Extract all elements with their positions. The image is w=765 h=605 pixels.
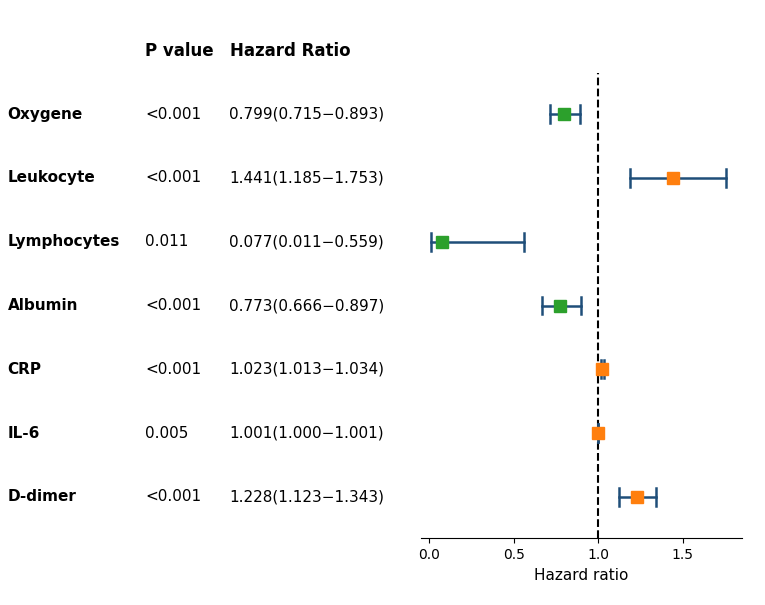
Text: Oxygene: Oxygene — [8, 106, 83, 122]
Text: Hazard Ratio: Hazard Ratio — [230, 42, 350, 60]
X-axis label: Hazard ratio: Hazard ratio — [534, 567, 629, 583]
Text: 1.023(1.013−1.034): 1.023(1.013−1.034) — [230, 362, 385, 377]
Text: 1.441(1.185−1.753): 1.441(1.185−1.753) — [230, 171, 384, 185]
Text: <0.001: <0.001 — [145, 362, 201, 377]
Text: 1.228(1.123−1.343): 1.228(1.123−1.343) — [230, 489, 385, 505]
Text: CRP: CRP — [8, 362, 41, 377]
Text: Albumin: Albumin — [8, 298, 78, 313]
Text: <0.001: <0.001 — [145, 298, 201, 313]
Text: <0.001: <0.001 — [145, 489, 201, 505]
Text: <0.001: <0.001 — [145, 171, 201, 185]
Text: 1.001(1.000−1.001): 1.001(1.000−1.001) — [230, 426, 384, 440]
Text: D-dimer: D-dimer — [8, 489, 77, 505]
Text: 0.005: 0.005 — [145, 426, 189, 440]
Text: IL-6: IL-6 — [8, 426, 40, 440]
Text: 0.077(0.011−0.559): 0.077(0.011−0.559) — [230, 234, 384, 249]
Text: P value: P value — [145, 42, 214, 60]
Text: Leukocyte: Leukocyte — [8, 171, 96, 185]
Text: 0.011: 0.011 — [145, 234, 189, 249]
Text: <0.001: <0.001 — [145, 106, 201, 122]
Text: 0.773(0.666−0.897): 0.773(0.666−0.897) — [230, 298, 385, 313]
Text: 0.799(0.715−0.893): 0.799(0.715−0.893) — [230, 106, 385, 122]
Text: Lymphocytes: Lymphocytes — [8, 234, 120, 249]
